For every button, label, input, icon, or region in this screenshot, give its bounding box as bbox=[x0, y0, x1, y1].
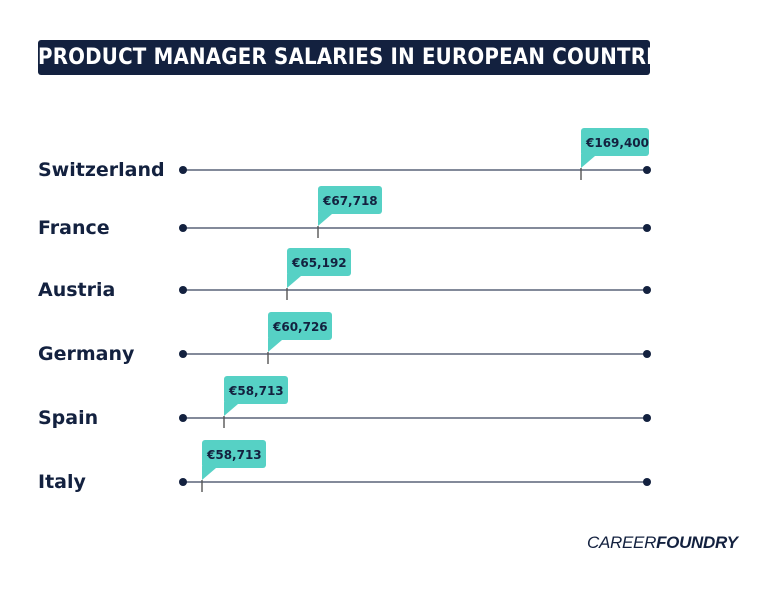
value-label: €60,726 bbox=[272, 320, 328, 334]
range-end-dot bbox=[643, 414, 651, 422]
chart-title: PRODUCT MANAGER SALARIES IN EUROPEAN COU… bbox=[38, 40, 682, 75]
country-label: Austria bbox=[38, 279, 115, 301]
range-end-dot bbox=[643, 478, 651, 486]
bubble-tail bbox=[287, 274, 301, 288]
country-label: Switzerland bbox=[38, 159, 165, 181]
range-end-dot bbox=[643, 224, 651, 232]
value-bubble bbox=[224, 376, 288, 404]
range-end-dot bbox=[643, 350, 651, 358]
country-label: Italy bbox=[38, 471, 86, 493]
value-label: €169,400 bbox=[585, 136, 649, 150]
range-start-dot bbox=[179, 350, 187, 358]
range-end-dot bbox=[643, 286, 651, 294]
bubble-tail bbox=[202, 466, 216, 480]
value-label: €58,713 bbox=[228, 384, 284, 398]
range-start-dot bbox=[179, 478, 187, 486]
country-label: Spain bbox=[38, 407, 98, 429]
range-start-dot bbox=[179, 414, 187, 422]
range-start-dot bbox=[179, 224, 187, 232]
value-bubble bbox=[287, 248, 351, 276]
range-end-dot bbox=[643, 166, 651, 174]
bubble-tail bbox=[581, 154, 595, 168]
value-label: €65,192 bbox=[291, 256, 347, 270]
country-label: France bbox=[38, 217, 110, 239]
bubble-tail bbox=[268, 338, 282, 352]
value-bubble bbox=[202, 440, 266, 468]
value-bubble bbox=[318, 186, 382, 214]
country-label: Germany bbox=[38, 343, 135, 365]
careerfoundry-logo: CAREERFOUNDRY bbox=[587, 533, 738, 553]
range-start-dot bbox=[179, 166, 187, 174]
bubble-tail bbox=[318, 212, 332, 226]
value-bubble bbox=[581, 128, 649, 156]
value-label: €67,718 bbox=[322, 194, 378, 208]
range-start-dot bbox=[179, 286, 187, 294]
value-label: €58,713 bbox=[206, 448, 262, 462]
logo-foundry: FOUNDRY bbox=[656, 533, 738, 552]
bubble-tail bbox=[224, 402, 238, 416]
value-bubble bbox=[268, 312, 332, 340]
logo-career: CAREER bbox=[587, 533, 657, 552]
